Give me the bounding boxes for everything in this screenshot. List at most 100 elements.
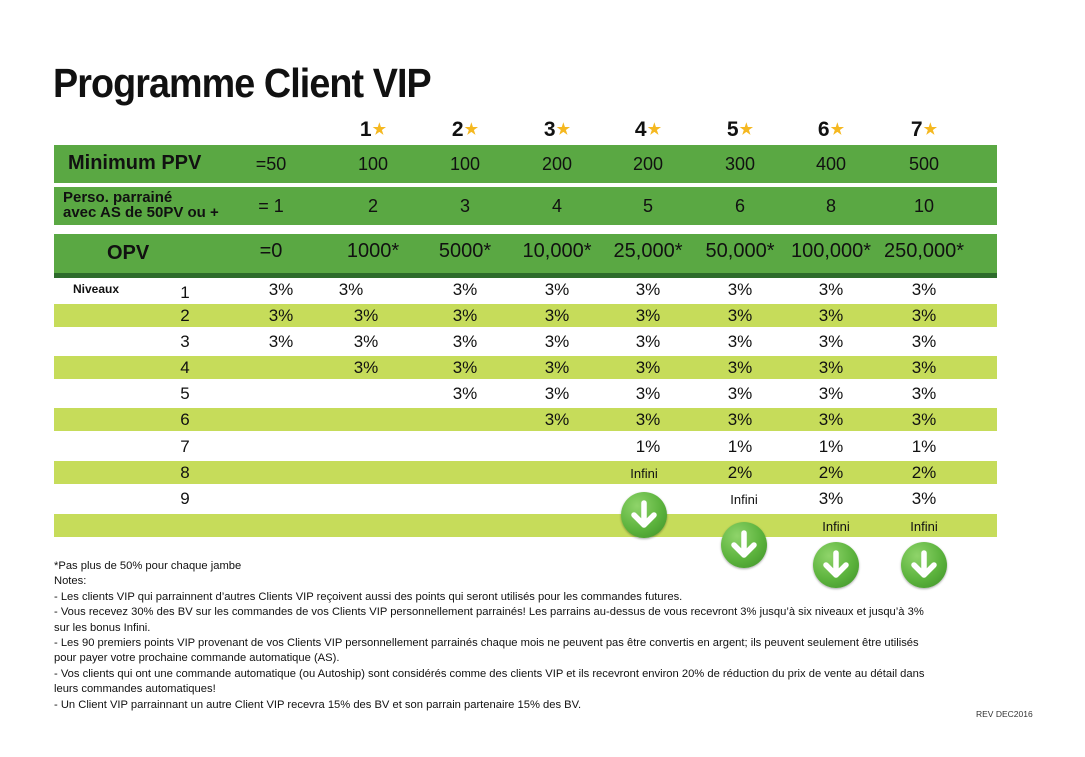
level-band (54, 356, 997, 379)
rank-number: 5 (726, 118, 739, 141)
rate-cell: 3% (452, 280, 478, 299)
ppv-value: 100 (357, 154, 389, 174)
sponsored-value: 2 (367, 196, 378, 216)
rate-cell: 3% (452, 384, 478, 403)
note-line: *Pas plus de 50% pour chaque jambe (54, 560, 242, 572)
rank-number: 4 (634, 118, 647, 141)
level-number: 2 (180, 306, 190, 325)
level-number: 6 (180, 410, 190, 429)
opv-value: 1000* (346, 240, 400, 262)
notes: *Pas plus de 50% pour chaque jambe Notes:… (54, 559, 934, 713)
rate-cell: 3% (268, 332, 294, 351)
star-icon: ★ (556, 121, 571, 138)
rate-cell: 3% (911, 332, 937, 351)
rate-cell: 3% (818, 384, 844, 403)
sponsored-band (54, 187, 997, 225)
ppv-value: 400 (815, 154, 847, 174)
opv-value: 10,000* (522, 240, 592, 262)
rate-cell: 3% (818, 332, 844, 351)
infini-label: Infini (822, 519, 850, 534)
rate-cell: 3% (911, 280, 937, 299)
rate-cell: 3% (635, 280, 661, 299)
ppv-value: 200 (541, 154, 573, 174)
rate-cell: 1% (911, 437, 937, 456)
rank-number: 1 (359, 118, 372, 141)
ppv-value: 100 (449, 154, 481, 174)
rank-5: 5★ (710, 118, 770, 142)
rate-cell: 3% (635, 410, 661, 429)
level-band (54, 408, 997, 431)
level-number: 9 (180, 489, 190, 508)
rate-cell: 3% (268, 306, 294, 325)
arrow-down-icon (621, 492, 667, 538)
opv-value: 25,000* (613, 240, 683, 262)
rate-cell: 3% (727, 280, 753, 299)
level-number: 3 (180, 332, 190, 351)
sponsored-label-line2: avec AS de 50PV ou + (63, 204, 219, 221)
star-icon: ★ (923, 121, 938, 138)
rank-2: 2★ (435, 118, 495, 142)
sponsored-value: 6 (734, 196, 745, 216)
levels-label: Niveaux (73, 282, 120, 296)
rate-cell: 3% (635, 358, 661, 377)
star-icon: ★ (647, 121, 662, 138)
sponsored-value: 3 (459, 196, 470, 216)
rate-cell: 3% (818, 410, 844, 429)
rate-cell: 3% (452, 332, 478, 351)
rate-cell: 3% (911, 489, 937, 508)
rate-cell: 3% (818, 489, 844, 508)
level-number: 7 (180, 437, 190, 456)
rate-cell: 2% (911, 463, 937, 482)
rate-cell: 3% (818, 358, 844, 377)
sponsored-label: Perso. parrainé avec AS de 50PV ou + (63, 190, 219, 220)
rank-4: 4★ (618, 118, 678, 142)
sponsored-value: 5 (642, 196, 653, 216)
rate-cell: 3% (727, 384, 753, 403)
rate-cell: 2% (818, 463, 844, 482)
sponsored-value: 8 (825, 196, 836, 216)
rate-cell: 3% (544, 332, 570, 351)
arrow-down-icon (721, 522, 767, 568)
note-line: - Vous recevez 30% des BV sur les comman… (54, 606, 924, 634)
infini-label: Infini (910, 519, 938, 534)
rate-cell: 3% (544, 410, 570, 429)
rank-number: 6 (817, 118, 830, 141)
rate-cell: 1% (635, 437, 661, 456)
rate-cell: 3% (544, 280, 570, 299)
note-line: - Les clients VIP qui parrainnent d’autr… (54, 590, 683, 603)
rank-number: 3 (543, 118, 556, 141)
star-icon: ★ (739, 121, 754, 138)
rate-cell: 3% (544, 358, 570, 377)
rate-cell: 1% (818, 437, 844, 456)
opv-value: 5000* (438, 240, 492, 262)
opv-value: 250,000* (883, 240, 965, 262)
sponsored-base: = 1 (258, 196, 284, 216)
rank-number: 7 (910, 118, 923, 141)
rate-cell: 3% (727, 332, 753, 351)
rate-cell: 3% (911, 410, 937, 429)
ppv-value: 500 (908, 154, 940, 174)
note-line: Notes: (54, 575, 87, 588)
rate-cell: 3% (353, 332, 379, 351)
rate-cell: 3% (911, 306, 937, 325)
rate-cell: 3% (635, 384, 661, 403)
rank-3: 3★ (527, 118, 587, 142)
opv-band (54, 234, 997, 273)
note-line: - Un Client VIP parrainnant un autre Cli… (54, 698, 582, 711)
rate-cell: 3% (635, 306, 661, 325)
rate-cell: 3% (353, 306, 379, 325)
level-band (54, 461, 997, 484)
ppv-value: 200 (632, 154, 664, 174)
rank-7: 7★ (894, 118, 954, 142)
ppv-base: =50 (255, 154, 287, 174)
arrow-down-icon (901, 542, 947, 588)
revision-label: REV DEC2016 (976, 709, 1033, 719)
infini-label: Infini (730, 492, 758, 507)
level-number: 8 (180, 463, 190, 482)
page-title: Programme Client VIP (53, 60, 432, 106)
rate-cell: 3% (818, 306, 844, 325)
rate-cell: 3% (911, 358, 937, 377)
rank-6: 6★ (801, 118, 861, 142)
rate-cell: 3% (353, 358, 379, 377)
rate-cell: 1% (727, 437, 753, 456)
